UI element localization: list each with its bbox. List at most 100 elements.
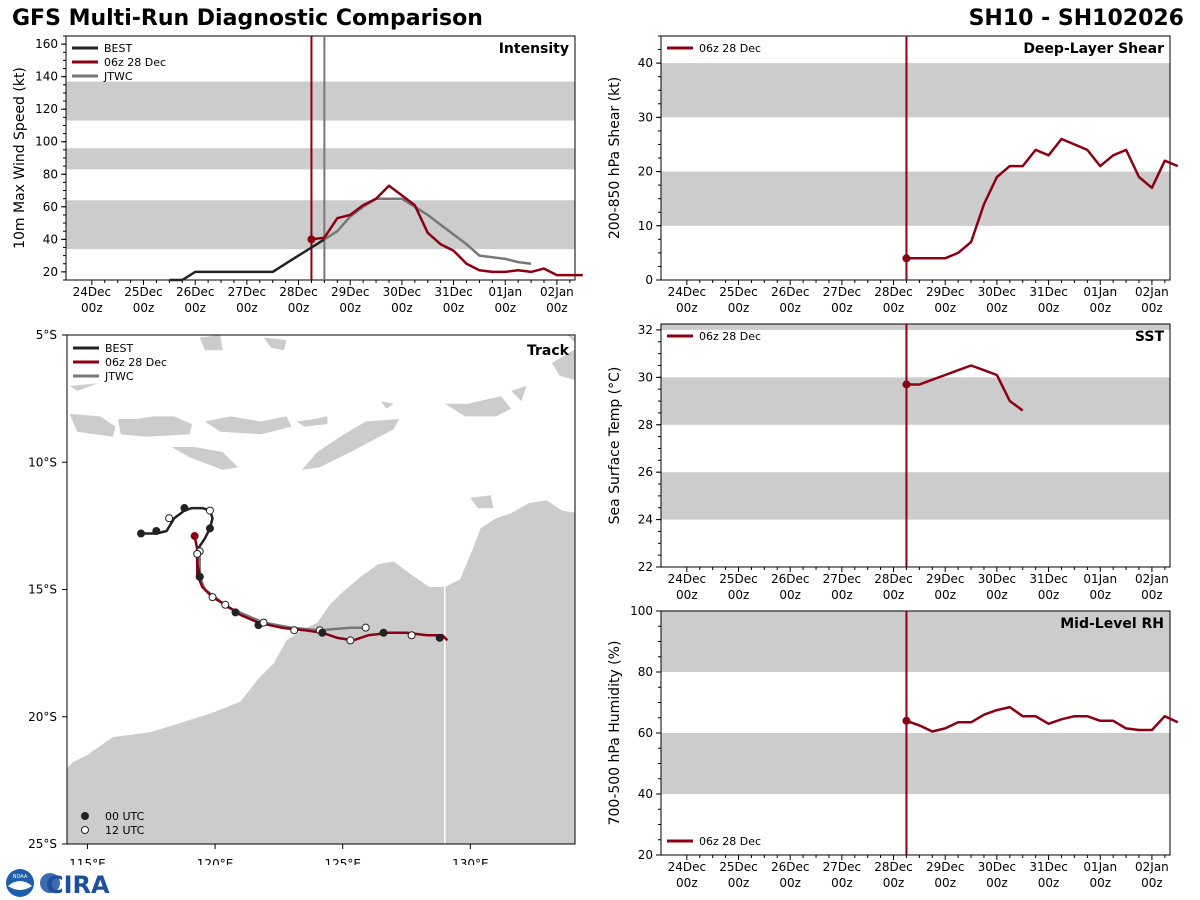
legend-label: JTWC [104, 370, 134, 383]
x-tick-label-hour: 00z [1089, 588, 1111, 602]
threshold-band-0 [661, 733, 1170, 794]
track-point-12utc [193, 549, 202, 558]
marker-legend-symbol [81, 826, 89, 834]
x-tick-label-hour: 00z [81, 301, 103, 315]
track-point-00utc [137, 529, 146, 538]
y-tick-label: 40 [638, 787, 653, 801]
track-init-point [190, 532, 199, 541]
island-0 [69, 413, 116, 437]
x-tick-label-day: 28Dec [874, 860, 913, 874]
track-point-12utc [205, 506, 214, 515]
page-title: GFS Multi-Run Diagnostic Comparison [12, 6, 483, 31]
x-tick-label-day: 27Dec [823, 860, 862, 874]
threshold-band-1 [661, 63, 1170, 118]
x-tick-label-hour: 00z [288, 301, 310, 315]
x-tick-label-day: 26Dec [771, 572, 810, 586]
x-tick-label-hour: 00z [728, 876, 750, 890]
init-point [902, 716, 911, 725]
x-tick-label-day: 29Dec [331, 285, 370, 299]
x-tick-label-day: 24Dec [73, 285, 112, 299]
x-tick-label-day: 31Dec [1029, 572, 1068, 586]
y-tick-label: 40 [43, 232, 58, 246]
track-point-12utc [221, 600, 230, 609]
chart-title: SST [1135, 329, 1165, 345]
rh-chart: 24Dec 00z 25Dec 00z 26Dec 00z 27Dec 00z 28Dec 00z… [607, 605, 1179, 890]
threshold-band-0 [661, 472, 1170, 520]
x-tick-label-day: 28Dec [874, 572, 913, 586]
land-masses [67, 335, 575, 844]
track-point-00utc [379, 628, 388, 637]
x-tick-label-hour: 00z [986, 876, 1008, 890]
x-tick-label-hour: 00z [934, 588, 956, 602]
track-point-12utc [208, 593, 217, 602]
noaa-badge: NOAA [13, 874, 28, 880]
track-point-00utc [152, 526, 161, 535]
x-tick-label-hour: 00z [831, 301, 853, 315]
x-tick-label-day: 01Jan [1083, 572, 1117, 586]
y-axis-label: 10m Max Wind Speed (kt) [12, 67, 28, 249]
series-line-best [169, 238, 326, 282]
island-11 [199, 335, 223, 351]
y-tick-label: 40 [638, 56, 653, 70]
lon-tick-label: 130°E [452, 857, 489, 865]
y-tick-label: 80 [638, 665, 653, 679]
lon-tick-label: 115°E [69, 857, 106, 865]
x-tick-label-day: 31Dec [1029, 860, 1068, 874]
island-8 [511, 385, 527, 402]
track-point-12utc [346, 636, 355, 645]
x-tick-label-day: 01Jan [488, 285, 522, 299]
legend-label: 06z 28 Dec [104, 56, 166, 69]
y-tick-label: 22 [638, 560, 653, 574]
legend-label: 06z 28 Dec [699, 835, 761, 848]
island-12 [263, 337, 287, 351]
x-tick-label-hour: 00z [779, 876, 801, 890]
y-tick-label: 100 [35, 135, 58, 149]
x-tick-label-day: 02Jan [1135, 572, 1169, 586]
x-tick-label-hour: 00z [934, 876, 956, 890]
y-tick-label: 20 [43, 265, 58, 279]
chart-title: Track [527, 343, 570, 359]
y-tick-label: 100 [630, 605, 653, 618]
x-tick-label-day: 25Dec [719, 860, 758, 874]
island-2 [171, 447, 238, 470]
x-tick-label-hour: 00z [494, 301, 516, 315]
island-14 [304, 795, 328, 809]
island-1 [118, 416, 193, 437]
threshold-band-0 [661, 171, 1170, 226]
x-tick-label-hour: 00z [236, 301, 258, 315]
x-tick-label-day: 02Jan [1135, 860, 1169, 874]
y-tick-label: 120 [35, 102, 58, 116]
x-tick-label-hour: 00z [986, 301, 1008, 315]
y-tick-label: 20 [638, 848, 653, 862]
globe-icon [40, 873, 60, 893]
x-tick-label-hour: 00z [883, 876, 905, 890]
lat-tick-label: 20°S [28, 710, 57, 724]
track-point-00utc [435, 633, 444, 642]
island-9 [552, 349, 575, 381]
y-tick-label: 10 [638, 219, 653, 233]
x-tick-label-day: 28Dec [279, 285, 318, 299]
lon-tick-label: 125°E [324, 857, 361, 865]
island-4 [301, 419, 399, 470]
x-tick-label-hour: 00z [779, 301, 801, 315]
legend-label: BEST [105, 342, 133, 355]
x-tick-label-hour: 00z [831, 876, 853, 890]
intensity-chart: 24Dec 00z 25Dec 00z 26Dec 00z 27Dec 00z 28Dec 00z… [12, 35, 583, 315]
island-13 [567, 335, 575, 343]
island-3 [204, 416, 292, 435]
storm-id: SH10 - SH102026 [968, 6, 1184, 31]
x-tick-label-hour: 00z [339, 301, 361, 315]
x-tick-label-hour: 00z [1089, 876, 1111, 890]
x-tick-label-hour: 00z [676, 301, 698, 315]
island-6 [381, 401, 394, 409]
x-tick-label-hour: 00z [883, 588, 905, 602]
y-tick-label: 60 [638, 726, 653, 740]
series-line-06z-28-dec [906, 137, 1179, 260]
lat-tick-label: 10°S [28, 455, 57, 469]
chart-title: Mid-Level RH [1060, 616, 1164, 632]
x-tick-label-day: 26Dec [771, 285, 810, 299]
x-tick-label-day: 25Dec [719, 285, 758, 299]
x-tick-label-day: 02Jan [540, 285, 574, 299]
y-tick-label: 26 [638, 465, 653, 479]
threshold-band-2 [661, 324, 1170, 330]
